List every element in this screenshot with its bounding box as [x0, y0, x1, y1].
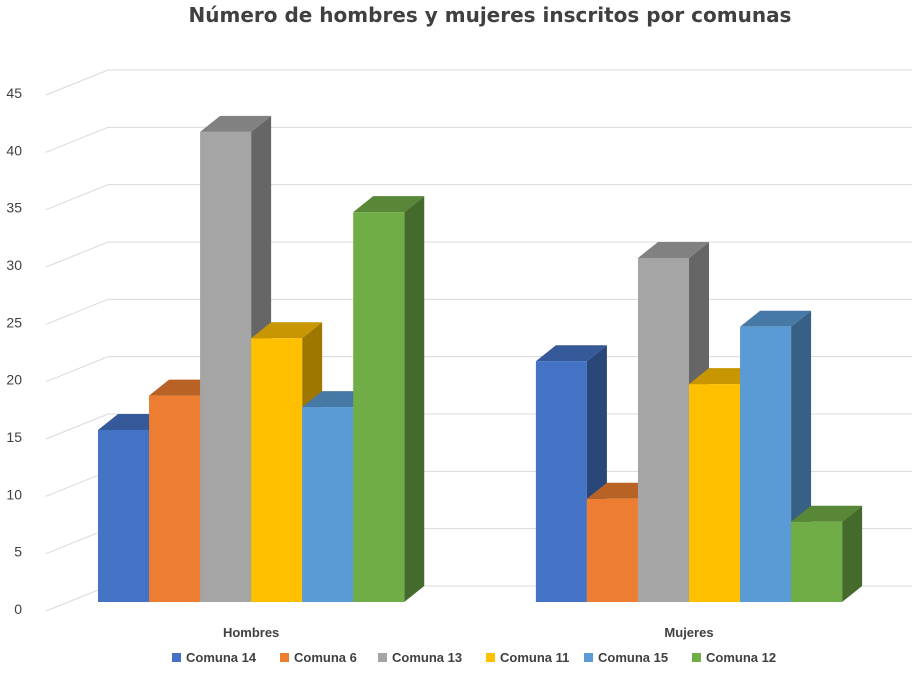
y-tick-label: 10: [6, 486, 22, 502]
gridline: [45, 241, 912, 268]
bar-side: [842, 505, 863, 602]
legend-swatch: [584, 653, 593, 662]
bar-front: [535, 361, 587, 602]
chart-title: Número de hombres y mujeres inscritos po…: [189, 3, 792, 27]
legend-swatch: [486, 653, 495, 662]
category-label: Hombres: [223, 625, 279, 640]
bar-front: [251, 338, 303, 602]
bar: [353, 196, 425, 602]
bar-top: [740, 310, 812, 327]
y-tick-label: 35: [6, 200, 22, 216]
bar-front: [200, 131, 252, 602]
y-axis-ticks: 0 5 10 15 20 25 30 35 40 45: [6, 85, 22, 617]
bar-front: [353, 212, 405, 602]
bar-front: [98, 430, 150, 602]
legend-label: Comuna 11: [500, 650, 569, 665]
bar-top: [535, 345, 607, 362]
gridlines: [45, 69, 912, 612]
gridline: [45, 184, 912, 211]
bar-front: [149, 395, 201, 602]
legend-item: Comuna 11: [486, 650, 569, 665]
y-tick-label: 25: [6, 314, 22, 330]
legend-label: Comuna 12: [706, 650, 776, 665]
bar-front: [586, 498, 638, 602]
y-tick-label: 15: [6, 429, 22, 445]
bar-front: [689, 384, 741, 602]
legend-swatch: [378, 653, 387, 662]
bar-top: [791, 505, 863, 522]
bar-front: [740, 326, 792, 602]
y-tick-label: 40: [6, 142, 22, 158]
y-tick-label: 30: [6, 257, 22, 273]
y-tick-label: 0: [14, 601, 22, 617]
bar-front: [791, 521, 843, 602]
legend-label: Comuna 13: [392, 650, 462, 665]
bar-top: [353, 196, 425, 213]
category-labels: Hombres Mujeres: [223, 625, 714, 640]
legend-label: Comuna 6: [294, 650, 357, 665]
y-tick-label: 20: [6, 372, 22, 388]
bar-front: [637, 258, 689, 602]
gridline: [45, 126, 912, 153]
category-label: Mujeres: [664, 625, 713, 640]
bar-front: [302, 407, 354, 602]
gridline: [45, 69, 912, 96]
bar: [791, 505, 863, 602]
bar-top: [251, 322, 323, 339]
legend-item: Comuna 12: [692, 650, 776, 665]
legend: Comuna 14 Comuna 6 Comuna 13 Comuna 11 Comun…: [172, 650, 776, 665]
bars: [98, 115, 863, 602]
legend-label: Comuna 14: [186, 650, 257, 665]
legend-swatch: [692, 653, 701, 662]
legend-item: Comuna 14: [172, 650, 257, 665]
legend-item: Comuna 6: [280, 650, 357, 665]
legend-swatch: [280, 653, 289, 662]
bar-top: [200, 115, 272, 132]
legend-item: Comuna 13: [378, 650, 462, 665]
bar-side: [404, 196, 425, 602]
bar-top: [637, 242, 709, 258]
legend-swatch: [172, 653, 181, 662]
legend-item: Comuna 15: [584, 650, 668, 665]
legend-label: Comuna 15: [598, 650, 668, 665]
y-tick-label: 5: [14, 544, 22, 560]
y-tick-label: 45: [6, 85, 22, 101]
